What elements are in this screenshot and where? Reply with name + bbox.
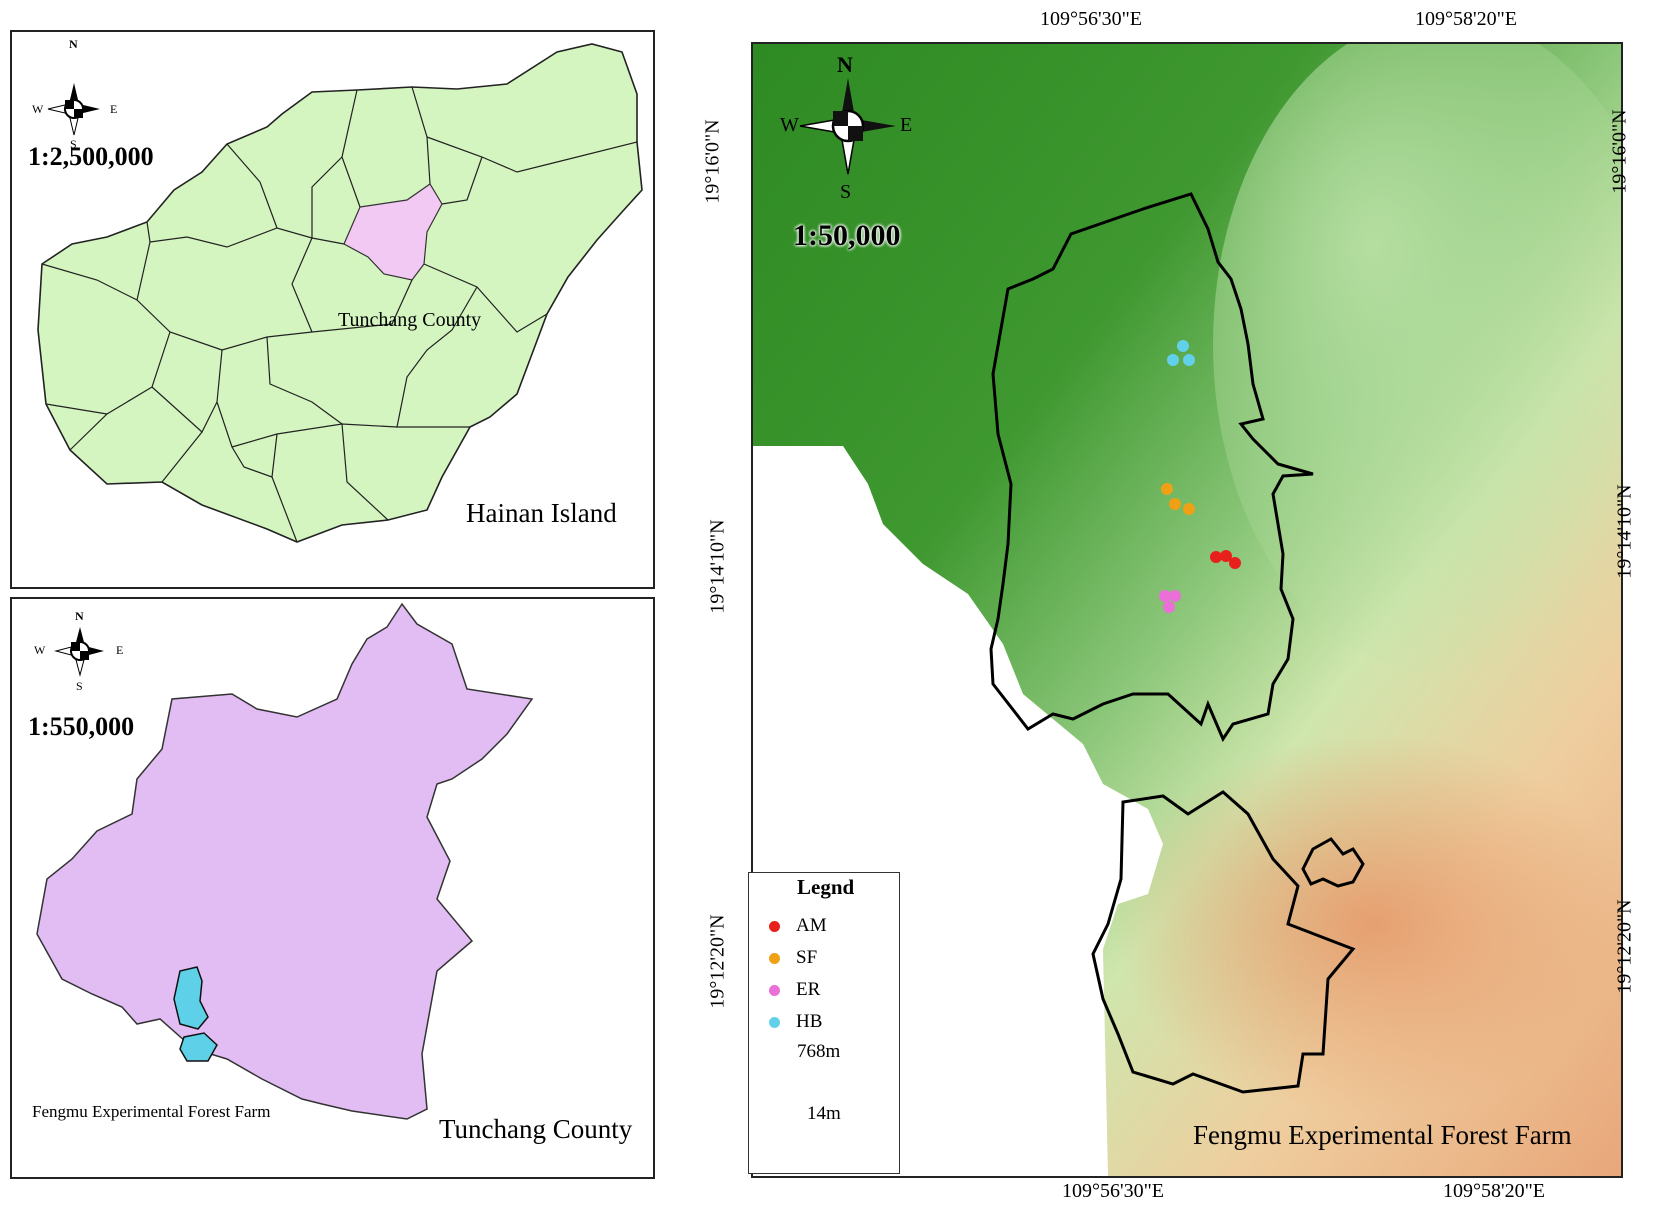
forest-farm-boundary-south	[1091, 790, 1356, 1094]
sample-points-sf	[1161, 483, 1195, 515]
legend-item-sf: SF	[769, 947, 817, 969]
fengmu-scale: 1:50,000	[793, 219, 901, 252]
legend-label-sf: SF	[796, 947, 818, 968]
point-er	[1159, 590, 1171, 602]
sample-points-er	[1159, 590, 1181, 613]
hainan-title: Hainan Island	[466, 498, 617, 528]
compass-icon	[54, 627, 104, 677]
tunchang-scale: 1:550,000	[28, 712, 135, 741]
farm-shape-south	[179, 1032, 218, 1062]
compass-e: E	[110, 102, 118, 116]
lat-label-left-3: 19°12'20"N	[706, 914, 729, 1009]
forest-farm-boundary-north	[989, 192, 1314, 743]
fengmu-title: Fengmu Experimental Forest Farm	[1193, 1120, 1572, 1150]
legend-dot-sf	[769, 953, 780, 965]
point-am	[1229, 557, 1241, 569]
compass-e: E	[900, 114, 913, 136]
compass-w: W	[34, 643, 46, 657]
lat-label-left-1: 19°16'0"N	[701, 119, 724, 204]
point-er	[1169, 590, 1181, 602]
compass-w: W	[32, 102, 44, 116]
compass-n: N	[75, 609, 84, 623]
legend-dot-er	[769, 985, 780, 997]
legend-item-er: ER	[769, 979, 820, 1001]
compass-n: N	[69, 37, 78, 51]
point-er	[1163, 601, 1175, 613]
point-sf	[1169, 498, 1181, 510]
tunchang-map-svg	[36, 602, 534, 1120]
point-hb	[1177, 340, 1189, 352]
tunchang-title: Tunchang County	[439, 1114, 633, 1144]
hainan-map-svg	[37, 43, 643, 543]
lat-label-right-3: 19°12'20"N	[1613, 899, 1636, 994]
lon-label-top-2: 109°58'20"E	[1415, 8, 1517, 30]
lon-label-bottom-2: 109°58'20"E	[1443, 1180, 1545, 1202]
terrain-lowlands	[1113, 734, 1621, 1114]
point-am	[1220, 550, 1232, 562]
sample-points-am	[1210, 550, 1241, 569]
sample-points-hb	[1167, 340, 1195, 366]
lat-label-left-2: 19°14'10"N	[706, 519, 729, 614]
tunchang-county-shape	[36, 602, 534, 1120]
tunchang-county-map: N S W E 1:550,000 Fengmu Experimental Fo…	[10, 597, 655, 1179]
hainan-scale: 1:2,500,000	[28, 142, 154, 171]
hainan-island-map: N S W E 1:2,500,000 Tunchang County Hain…	[10, 30, 655, 589]
legend-item-am: AM	[769, 915, 827, 937]
farm-shape-north	[173, 966, 209, 1030]
compass-icon	[799, 78, 896, 175]
legend-dot-am	[769, 921, 780, 933]
legend-dot-hb	[769, 1017, 780, 1029]
county-borders	[41, 86, 638, 543]
point-sf	[1161, 483, 1173, 495]
compass-w: W	[780, 114, 799, 136]
point-hb	[1167, 354, 1179, 366]
point-sf	[1183, 503, 1195, 515]
elevation-max-label: 768m	[797, 1041, 841, 1062]
lon-label-top-1: 109°56'30"E	[1040, 8, 1142, 30]
lon-label-bottom-1: 109°56'30"E	[1062, 1180, 1164, 1202]
compass-s: S	[70, 137, 77, 151]
point-hb	[1183, 354, 1195, 366]
compass-s: S	[840, 181, 852, 203]
hainan-island-shape	[37, 43, 643, 543]
forest-farm-boundary-patch	[1301, 837, 1365, 888]
legend-label-er: ER	[796, 979, 821, 1000]
compass-s: S	[76, 679, 83, 693]
compass-n: N	[837, 52, 853, 77]
compass-e: E	[116, 643, 124, 657]
elevation-min-label: 14m	[807, 1103, 841, 1124]
lat-label-right-2: 19°14'10"N	[1613, 484, 1636, 579]
legend-label-hb: HB	[796, 1011, 823, 1032]
legend-title: Legnd	[797, 875, 855, 899]
farm-label: Fengmu Experimental Forest Farm	[32, 1102, 271, 1121]
legend: Legnd AM SF ER HB 768m 14m	[748, 872, 900, 1174]
legend-item-hb: HB	[769, 1011, 822, 1033]
point-am	[1210, 551, 1222, 563]
legend-label-am: AM	[796, 915, 827, 936]
compass-icon	[47, 83, 100, 136]
lat-label-right-1: 19°16'0"N	[1608, 109, 1631, 194]
terrain-highlands	[1213, 44, 1621, 674]
tunchang-label: Tunchang County	[338, 309, 482, 331]
